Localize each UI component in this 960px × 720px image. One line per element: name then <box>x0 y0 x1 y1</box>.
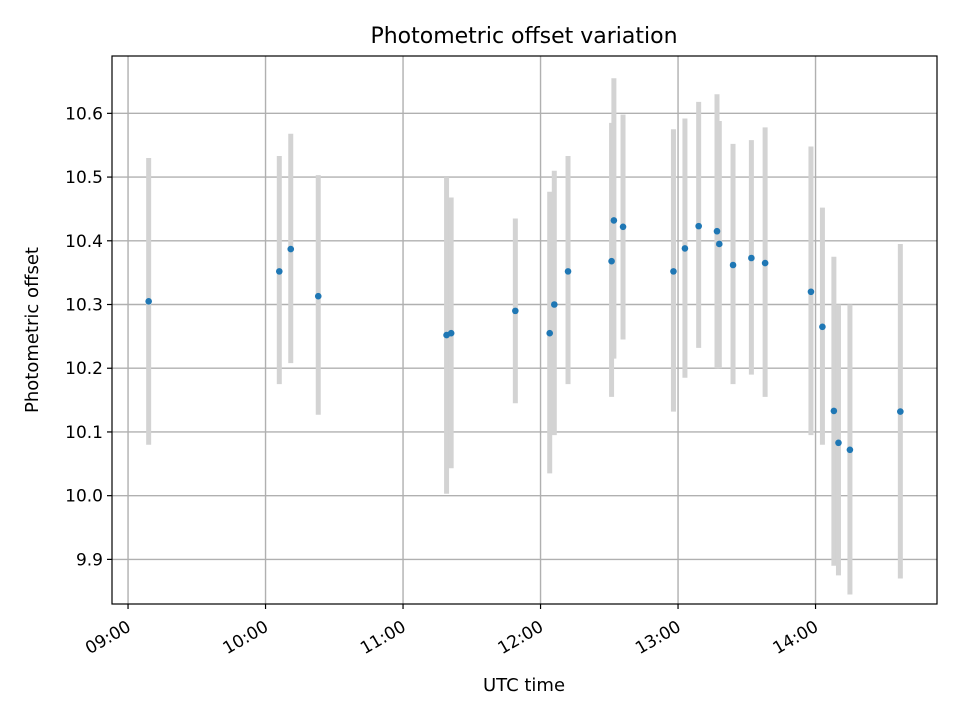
y-tick-label: 9.9 <box>76 550 103 570</box>
data-point <box>447 329 455 337</box>
data-point <box>145 298 152 305</box>
data-point <box>729 261 737 269</box>
data-point <box>846 446 854 454</box>
data-point <box>681 245 689 252</box>
data-point <box>314 292 322 300</box>
data-point <box>610 217 618 224</box>
chart-title: Photometric offset variation <box>370 24 677 49</box>
data-point <box>670 268 677 275</box>
data-point <box>807 288 815 296</box>
x-axis-label: UTC time <box>483 675 565 696</box>
data-point <box>713 227 721 235</box>
error-bars <box>146 78 903 595</box>
x-tick-label: 11:00 <box>357 617 409 659</box>
y-axis: 9.9 10.0 10.1 10.2 10.3 10.4 10.5 10.6 <box>65 104 112 570</box>
x-axis: 09:00 10:00 11:00 12:00 13:00 14:00 <box>82 604 822 659</box>
data-point <box>835 439 842 447</box>
data-point <box>287 245 295 253</box>
y-tick-label: 10.2 <box>65 359 103 379</box>
y-axis-label: Photometric offset <box>22 247 43 413</box>
data-point <box>748 254 755 262</box>
data-point <box>830 407 838 415</box>
x-tick-label: 13:00 <box>632 617 684 659</box>
x-tick-label: 14:00 <box>770 617 822 659</box>
y-tick-label: 10.1 <box>65 423 103 443</box>
data-point <box>715 240 723 248</box>
y-tick-label: 10.6 <box>65 104 103 124</box>
data-point <box>695 222 702 230</box>
data-point <box>512 307 519 315</box>
data-point <box>761 259 769 267</box>
x-tick-label: 12:00 <box>495 617 547 659</box>
y-tick-label: 10.3 <box>65 296 103 316</box>
data-point <box>619 223 627 231</box>
y-tick-label: 10.0 <box>65 487 103 507</box>
data-points <box>145 217 904 454</box>
data-point <box>546 329 554 337</box>
data-point <box>275 268 283 275</box>
data-point <box>819 323 826 331</box>
data-point <box>897 408 904 415</box>
y-tick-label: 10.5 <box>65 168 103 188</box>
y-tick-label: 10.4 <box>65 232 103 252</box>
x-tick-label: 09:00 <box>82 617 134 659</box>
data-point <box>608 257 615 265</box>
data-point <box>550 301 558 308</box>
data-point <box>564 268 572 275</box>
x-tick-label: 10:00 <box>220 617 272 659</box>
plot-frame <box>111 55 938 605</box>
grid <box>112 56 937 604</box>
